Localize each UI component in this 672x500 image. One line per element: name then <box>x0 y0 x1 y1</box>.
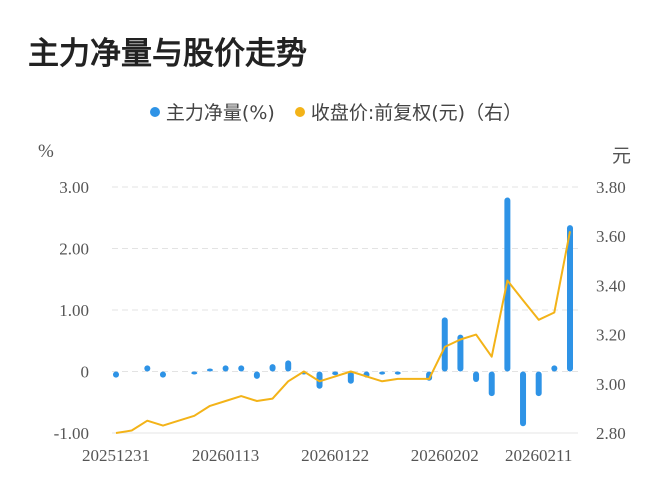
legend-label: 主力净量(%) <box>165 102 275 124</box>
bar-net-volume[interactable] <box>551 365 558 372</box>
bar-net-volume[interactable] <box>253 371 260 379</box>
left-axis-unit: % <box>38 141 54 162</box>
bar-net-volume[interactable] <box>285 360 292 372</box>
bar-net-volume[interactable] <box>379 371 386 375</box>
x-axis-tick: 20251231 <box>82 446 150 465</box>
chart-title: 主力净量与股价走势 <box>28 36 307 72</box>
x-axis-tick: 20260211 <box>505 446 572 465</box>
bar-net-volume[interactable] <box>457 334 464 372</box>
bar-net-volume[interactable] <box>206 368 213 372</box>
left-axis-tick: 0 <box>81 363 90 382</box>
right-axis-tick: 3.80 <box>596 178 626 197</box>
left-axis-tick: 3.00 <box>59 178 89 197</box>
bar-net-volume[interactable] <box>238 365 245 372</box>
line-close-price[interactable] <box>115 231 571 434</box>
legend-item-close-price[interactable]: 收盘价:前复权(元)（右） <box>294 98 523 125</box>
bar-net-volume[interactable] <box>473 371 480 382</box>
bar-net-volume[interactable] <box>316 371 323 389</box>
right-axis-tick: 3.00 <box>596 375 626 394</box>
bar-net-volume[interactable] <box>567 225 573 372</box>
bar-net-volume[interactable] <box>269 364 276 372</box>
chart-legend: 主力净量(%) 收盘价:前复权(元)（右） <box>0 98 672 125</box>
legend-label: 收盘价:前复权(元)（右） <box>310 102 523 124</box>
bar-net-volume[interactable] <box>332 371 339 376</box>
bar-net-volume[interactable] <box>347 371 354 384</box>
bar-net-volume[interactable] <box>191 371 198 375</box>
legend-item-net-volume[interactable]: 主力净量(%) <box>149 98 275 125</box>
left-axis-tick: 2.00 <box>59 240 89 259</box>
x-axis-tick: 20260113 <box>192 446 259 465</box>
bar-net-volume[interactable] <box>394 371 401 375</box>
right-axis-tick: 3.60 <box>596 227 626 246</box>
x-axis-tick: 20260122 <box>301 446 369 465</box>
bar-net-volume[interactable] <box>159 371 166 378</box>
bar-net-volume[interactable] <box>113 371 119 378</box>
legend-dot-icon <box>294 106 305 117</box>
x-axis-tick: 20260202 <box>411 446 479 465</box>
bar-net-volume[interactable] <box>520 371 527 427</box>
bar-net-volume[interactable] <box>488 371 495 397</box>
legend-dot-icon <box>149 106 160 117</box>
right-axis-tick: 3.40 <box>596 276 626 295</box>
bar-net-volume[interactable] <box>535 371 542 397</box>
right-axis-unit: 元 <box>612 145 632 167</box>
right-axis-tick: 3.20 <box>596 326 626 345</box>
left-axis-tick: -1.00 <box>54 424 89 443</box>
bar-net-volume[interactable] <box>222 365 229 372</box>
left-axis-tick: 1.00 <box>59 301 89 320</box>
bar-net-volume[interactable] <box>441 317 448 372</box>
bar-net-volume[interactable] <box>144 365 151 372</box>
right-axis-tick: 2.80 <box>596 424 626 443</box>
